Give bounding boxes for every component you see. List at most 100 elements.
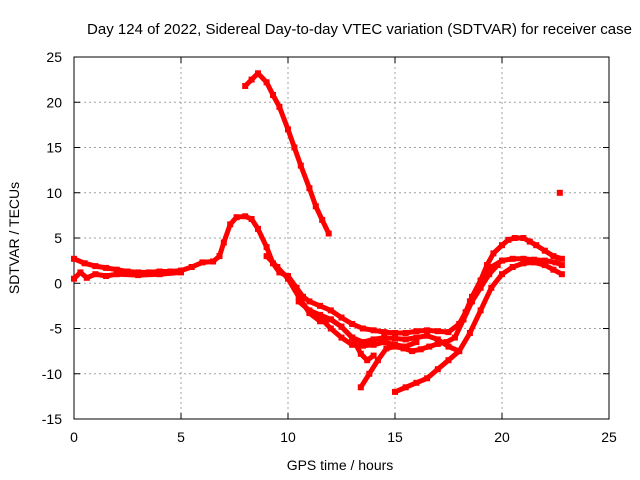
data-point: [359, 342, 366, 349]
x-tick-label: 25: [601, 429, 617, 445]
data-point: [295, 298, 302, 305]
data-point: [499, 271, 505, 278]
data-point: [370, 352, 377, 359]
data-point: [413, 339, 420, 346]
y-tick-label: 5: [54, 230, 62, 246]
data-point: [486, 271, 493, 278]
data-point: [210, 258, 217, 265]
data-point: [135, 272, 142, 279]
x-tick-label: 5: [177, 429, 185, 445]
data-points: [71, 70, 565, 395]
data-point: [300, 293, 306, 300]
data-point: [466, 298, 473, 305]
data-point: [541, 247, 548, 254]
data-point: [359, 325, 366, 332]
data-point: [83, 274, 90, 281]
data-point: [233, 214, 240, 221]
data-point: [270, 92, 276, 98]
data-point: [317, 314, 324, 321]
data-point: [477, 284, 484, 291]
data-point: [456, 348, 463, 355]
series-line: [467, 256, 565, 304]
data-point: [488, 264, 495, 270]
data-point: [477, 277, 484, 284]
data-point: [178, 269, 184, 276]
data-point: [338, 334, 345, 341]
data-point: [445, 343, 452, 350]
series-line: [71, 269, 184, 282]
data-point: [413, 379, 420, 386]
data-point: [297, 162, 304, 169]
data-point: [558, 255, 565, 262]
data-point: [541, 262, 548, 269]
data-point: [460, 316, 467, 323]
data-point: [188, 264, 195, 270]
data-point: [77, 269, 84, 276]
data-point: [424, 332, 431, 339]
data-point: [227, 221, 234, 228]
data-point: [484, 262, 490, 269]
data-point: [248, 216, 255, 222]
x-axis-label: GPS time / hours: [287, 457, 394, 473]
data-point: [327, 316, 334, 323]
data-point: [285, 126, 291, 133]
data-point: [248, 76, 255, 83]
data-point: [263, 244, 270, 251]
data-point: [242, 213, 249, 220]
data-point: [451, 334, 458, 341]
data-point: [381, 339, 388, 346]
data-point: [550, 266, 557, 273]
data-point: [552, 259, 559, 266]
data-point: [417, 346, 424, 353]
data-point: [291, 144, 298, 151]
data-point: [317, 302, 324, 309]
x-tick-label: 0: [70, 429, 78, 445]
data-point: [434, 328, 441, 335]
data-point: [381, 329, 388, 336]
data-point: [392, 330, 398, 336]
x-tick-label: 20: [494, 429, 510, 445]
data-point: [71, 275, 77, 282]
data-point: [319, 216, 326, 223]
grid: [74, 57, 609, 419]
axis-ticks: 0 5 10 15 20 25 -15 -10 -5 0 5 10 15 20 25: [42, 49, 617, 445]
data-point: [520, 260, 527, 267]
data-point: [274, 264, 281, 270]
data-point: [327, 325, 334, 332]
data-point: [295, 293, 302, 300]
data-point: [81, 260, 88, 267]
data-point: [306, 298, 313, 305]
data-point: [364, 357, 371, 364]
data-point: [402, 336, 409, 343]
data-point: [366, 370, 373, 377]
data-point: [263, 79, 270, 86]
data-point: [317, 318, 324, 325]
data-point: [113, 266, 120, 273]
data-point: [402, 384, 409, 391]
data-point: [124, 268, 131, 275]
data-point: [413, 334, 420, 341]
data-point: [392, 388, 398, 395]
y-tick-label: 25: [46, 49, 62, 65]
data-point: [359, 339, 366, 346]
data-point: [488, 284, 495, 291]
data-point: [374, 357, 381, 364]
series-line: [296, 298, 462, 354]
y-tick-label: 10: [46, 185, 62, 201]
data-point: [383, 345, 390, 352]
data-point: [338, 314, 345, 321]
data-point: [400, 345, 407, 352]
data-point: [103, 273, 110, 279]
series-line: [242, 70, 332, 236]
data-point: [306, 307, 313, 314]
data-point: [357, 384, 364, 391]
data-point: [156, 271, 163, 278]
data-point: [499, 257, 505, 264]
data-point: [370, 341, 377, 348]
data-point: [434, 340, 441, 347]
data-point: [263, 253, 270, 260]
data-point: [276, 103, 283, 110]
data-point: [92, 271, 99, 278]
series-track-recovery-low: [392, 259, 565, 395]
